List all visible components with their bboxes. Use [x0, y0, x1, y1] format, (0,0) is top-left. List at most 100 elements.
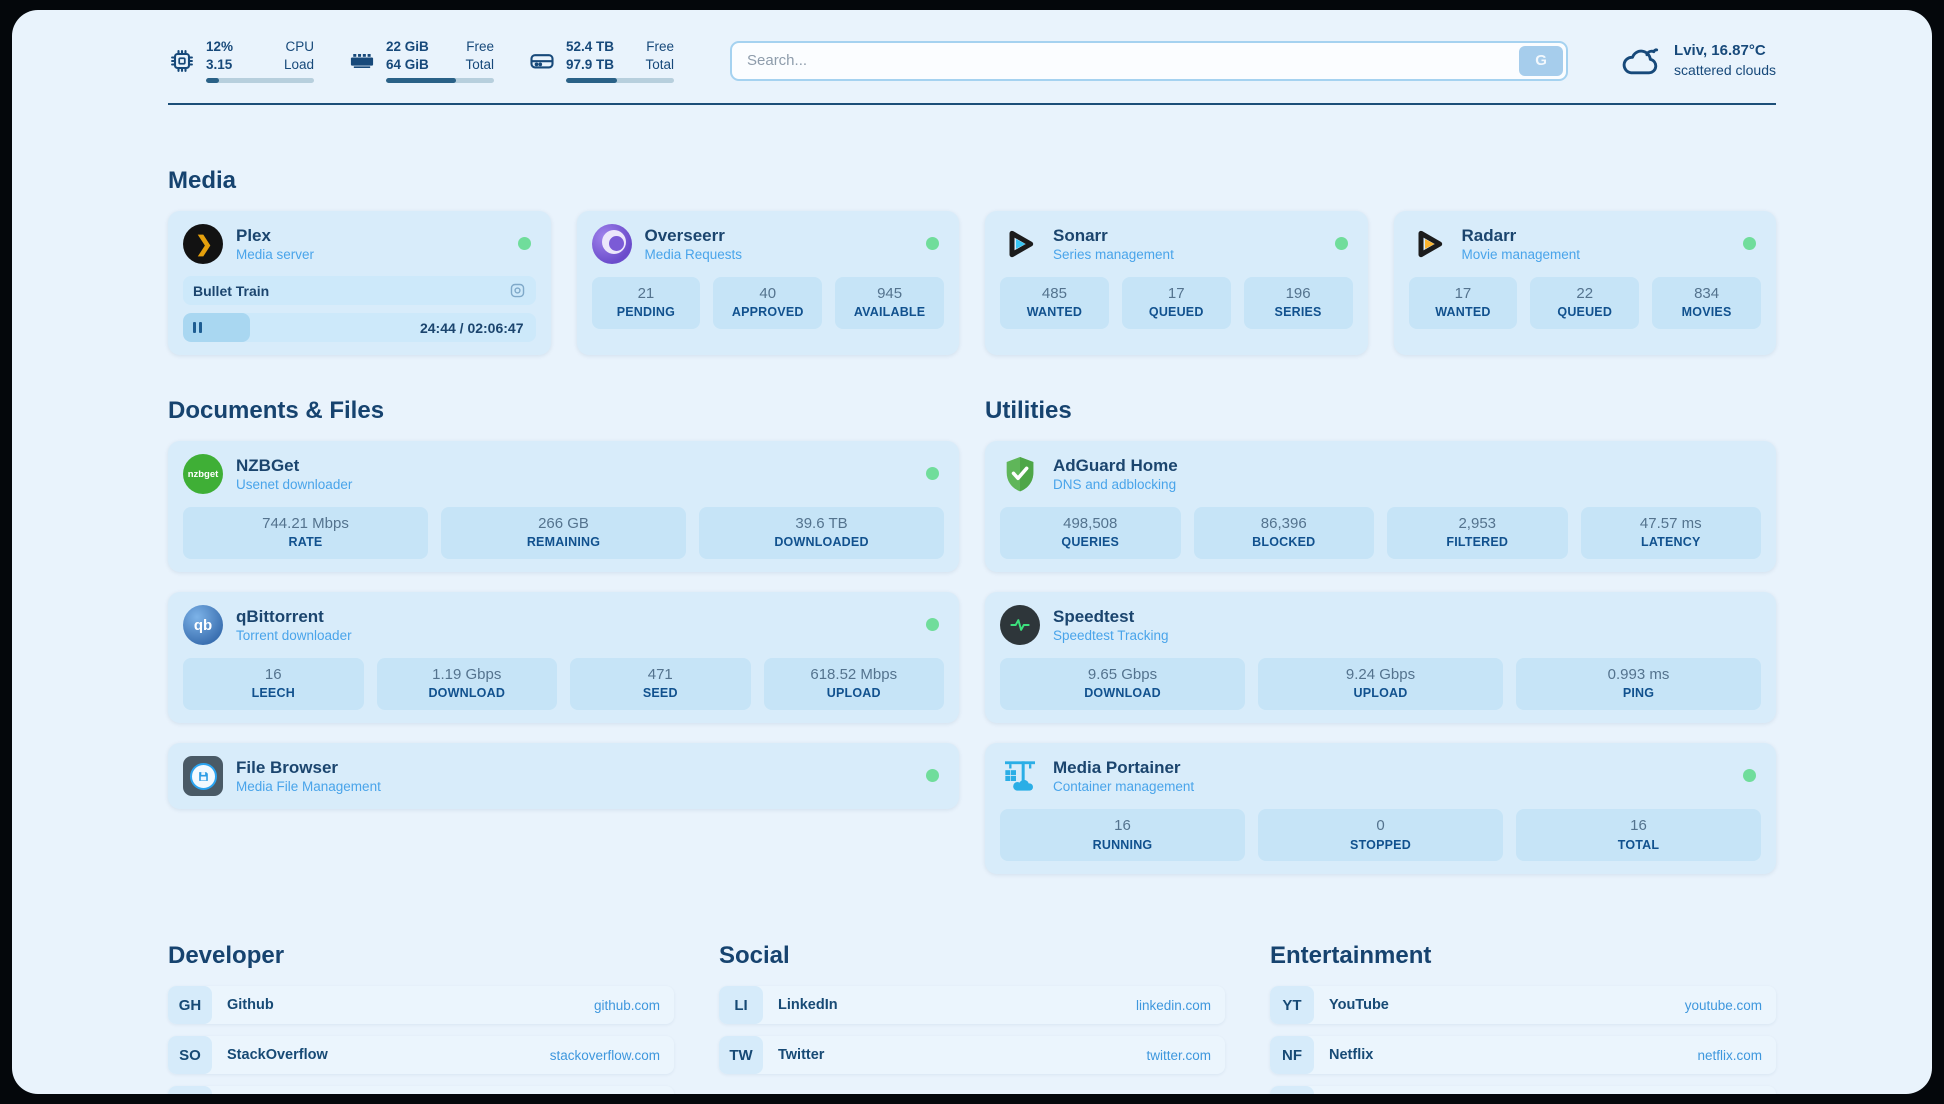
- card-radarr[interactable]: Radarr Movie management 17 WANTED 22 QUE…: [1393, 211, 1776, 356]
- cpu-progress-track: [206, 78, 314, 84]
- stat-label: TOTAL: [1617, 837, 1660, 852]
- stat-value: 266 GB: [538, 515, 589, 533]
- topbar-divider: [168, 103, 1776, 106]
- link-netflix[interactable]: NF Netflix netflix.com: [1270, 1036, 1776, 1075]
- sonarr-icon: [1000, 224, 1040, 264]
- stat-value: 1.19 Gbps: [432, 666, 502, 684]
- card-nzbget[interactable]: nzbget NZBGet Usenet downloader 744.21 M…: [168, 441, 959, 573]
- ram-progress-track: [386, 78, 494, 84]
- plex-chevron-glyph: ❯: [195, 232, 213, 256]
- plex-progress-bar[interactable]: 24:44 / 02:06:47: [183, 313, 536, 343]
- link-twitter[interactable]: TW Twitter twitter.com: [719, 1036, 1225, 1075]
- stat-rate: 744.21 Mbps RATE: [183, 507, 428, 560]
- ram-label-top: Free: [466, 39, 494, 54]
- card-qbittorrent[interactable]: qb qBittorrent Torrent downloader 16: [168, 592, 959, 724]
- cpu-progress-fill: [206, 78, 219, 84]
- stat-label: BLOCKED: [1252, 535, 1316, 550]
- link-github[interactable]: GH Github github.com: [168, 986, 674, 1025]
- link-abbr: LI: [719, 986, 763, 1025]
- stat-value: 47.57 ms: [1639, 515, 1702, 533]
- stat-label: REMAINING: [526, 535, 601, 550]
- qbittorrent-icon-label: qb: [193, 616, 213, 634]
- stat-approved: 40 APPROVED: [713, 277, 823, 330]
- stat-value: 471: [647, 666, 673, 684]
- card-sonarr[interactable]: Sonarr Series management 485 WANTED 17 Q…: [985, 211, 1368, 356]
- stat-value: 22: [1576, 285, 1594, 303]
- speedtest-stats: 9.65 Gbps DOWNLOAD 9.24 Gbps UPLOAD 0.99…: [1000, 658, 1761, 711]
- link-linkedin[interactable]: LI LinkedIn linkedin.com: [719, 986, 1225, 1025]
- stat-label: MOVIES: [1681, 305, 1732, 320]
- stat-label: FILTERED: [1446, 535, 1509, 550]
- stat-value: 618.52 Mbps: [810, 666, 898, 684]
- developer-section: Developer GH Github github.com SO StackO…: [168, 942, 674, 1094]
- link-dev[interactable]: DT DEV dev.to: [168, 1086, 674, 1094]
- stat-label: LATENCY: [1641, 535, 1701, 550]
- disk-progress-fill: [566, 78, 617, 84]
- stat-label: PENDING: [616, 305, 676, 320]
- link-name: LinkedIn: [778, 997, 838, 1014]
- portainer-subtitle: Container management: [1053, 779, 1195, 795]
- overseerr-core-shape: [608, 236, 624, 252]
- card-adguard[interactable]: AdGuard Home DNS and adblocking 498,508 …: [985, 441, 1776, 573]
- nzbget-icon: nzbget: [183, 454, 223, 495]
- sonarr-title: Sonarr: [1053, 225, 1108, 245]
- weather-location-temp: Lviv, 16.87°C: [1674, 41, 1766, 59]
- weather-condition: scattered clouds: [1674, 62, 1776, 79]
- portainer-header: Media Portainer Container management: [1000, 756, 1761, 796]
- stat-label: DOWNLOADED: [774, 535, 869, 550]
- overseerr-title: Overseerr: [644, 225, 725, 245]
- session-device-icon: [509, 282, 526, 299]
- card-plex[interactable]: ❯ Plex Media server Bullet Train: [168, 211, 551, 356]
- link-stackoverflow[interactable]: SO StackOverflow stackoverflow.com: [168, 1036, 674, 1075]
- overseerr-stats: 21 PENDING 40 APPROVED 945 AVAILABLE: [591, 277, 944, 330]
- overseerr-header: Overseerr Media Requests: [591, 224, 945, 265]
- pause-button[interactable]: [193, 322, 202, 334]
- plex-now-playing-title: Bullet Train: [193, 282, 270, 299]
- stat-label: LEECH: [251, 686, 295, 701]
- card-filebrowser[interactable]: File Browser Media File Management: [168, 743, 959, 810]
- overseerr-subtitle: Media Requests: [644, 246, 743, 262]
- plex-status-dot: [517, 237, 531, 251]
- stat-upload: 618.52 Mbps UPLOAD: [763, 658, 944, 711]
- cloud-icon: [1620, 44, 1662, 78]
- filebrowser-subtitle: Media File Management: [236, 779, 381, 795]
- disk-free: 52.4 TB: [566, 39, 615, 54]
- cpu-widget: 12% 3.15 CPU Load: [168, 38, 314, 84]
- stat-value: 0: [1376, 817, 1385, 835]
- plex-header: ❯ Plex Media server: [183, 224, 536, 265]
- cpu-icon: [168, 47, 196, 75]
- stat-label: UPLOAD: [1353, 686, 1408, 701]
- disk-total: 97.9 TB: [566, 56, 615, 72]
- stat-wanted: 485 WANTED: [1000, 277, 1109, 330]
- plex-icon: ❯: [183, 224, 223, 265]
- stat-value: 0.993 ms: [1607, 666, 1670, 684]
- link-reddit[interactable]: RE Reddit reddit.com: [1270, 1086, 1776, 1094]
- card-portainer[interactable]: Media Portainer Container management 16 …: [985, 743, 1776, 875]
- stat-value: 945: [877, 285, 903, 303]
- adguard-stats: 498,508 QUERIES 86,396 BLOCKED 2,953 FIL…: [1000, 507, 1761, 560]
- link-abbr: SO: [168, 1036, 212, 1075]
- section-title-media: Media: [168, 167, 237, 195]
- link-url: github.com: [593, 997, 660, 1013]
- documents-column: Documents & Files nzbget NZBGet Usenet d…: [168, 397, 959, 874]
- section-title-entertainment: Entertainment: [1270, 942, 1432, 970]
- stat-label: UPLOAD: [826, 686, 881, 701]
- card-overseerr[interactable]: Overseerr Media Requests 21 PENDING 40 A…: [576, 211, 959, 356]
- sonarr-header: Sonarr Series management: [1000, 224, 1353, 264]
- search-input[interactable]: [735, 52, 1520, 70]
- search-engine-button[interactable]: G: [1519, 45, 1564, 76]
- card-speedtest[interactable]: Speedtest Speedtest Tracking 9.65 Gbps D…: [985, 592, 1776, 724]
- stat-value: 40: [759, 285, 777, 303]
- portainer-stats: 16 RUNNING 0 STOPPED 16 TOTAL: [1000, 809, 1761, 862]
- system-metrics: 12% 3.15 CPU Load: [168, 38, 674, 84]
- link-youtube[interactable]: YT YouTube youtube.com: [1270, 986, 1776, 1025]
- stat-pending: 21 PENDING: [591, 277, 701, 330]
- stat-seed: 471 SEED: [570, 658, 751, 711]
- link-abbr: YT: [1270, 986, 1314, 1025]
- nzbget-stats: 744.21 Mbps RATE 266 GB REMAINING 39.6 T…: [183, 507, 944, 560]
- stat-value: 39.6 TB: [795, 515, 848, 533]
- media-grid: ❯ Plex Media server Bullet Train: [168, 211, 1776, 356]
- filebrowser-status-dot: [926, 769, 939, 783]
- disk-body: 52.4 TB 97.9 TB Free Total: [566, 38, 674, 84]
- ram-total: 64 GiB: [386, 56, 429, 72]
